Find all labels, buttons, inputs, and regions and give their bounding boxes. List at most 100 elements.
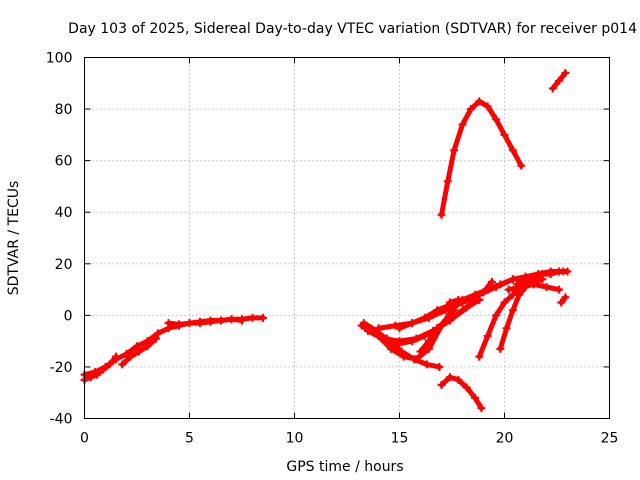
data-point <box>500 298 509 307</box>
data-point <box>563 267 572 276</box>
data-point <box>441 316 450 325</box>
data-point <box>416 347 425 356</box>
data-point <box>364 326 372 335</box>
data-point <box>504 285 513 294</box>
data-point <box>378 334 387 343</box>
data-point <box>424 344 433 353</box>
series-arc-13 <box>416 306 459 356</box>
data-point <box>515 290 524 299</box>
data-point <box>122 350 131 359</box>
data-point <box>557 298 566 307</box>
data-point <box>126 352 135 361</box>
data-point <box>471 393 480 402</box>
grid <box>84 57 610 419</box>
data-point <box>154 329 162 338</box>
data-point <box>118 360 127 369</box>
series-arc-14 <box>445 277 496 307</box>
data-point <box>561 293 570 302</box>
series-arc-19 <box>557 293 570 307</box>
data-point <box>492 311 501 320</box>
data-point <box>462 383 471 392</box>
plot-frame <box>84 57 610 419</box>
series-arc-17 <box>513 267 572 289</box>
data-point <box>395 337 404 346</box>
data-point <box>433 324 442 333</box>
data-point <box>483 102 492 111</box>
y-tick-label: 100 <box>46 51 73 67</box>
data-point <box>422 360 431 369</box>
series-arc-6 <box>548 68 570 93</box>
series-arc-5 <box>437 97 526 219</box>
data-point <box>502 324 511 333</box>
data-point <box>508 306 517 315</box>
data-point <box>462 295 471 304</box>
data-point <box>555 285 564 294</box>
data-point <box>471 293 480 302</box>
data-point <box>143 342 152 351</box>
y-tick-label: -40 <box>50 412 73 428</box>
data-point <box>496 280 505 289</box>
data-point <box>454 295 463 304</box>
data-point <box>397 347 406 356</box>
data-point <box>133 342 141 351</box>
data-point <box>227 315 236 324</box>
data-point <box>93 370 102 379</box>
series-arc-20 <box>437 373 486 413</box>
series-arc-12 <box>395 275 517 333</box>
data-point <box>359 319 368 328</box>
data-point <box>521 275 530 284</box>
data-point <box>555 267 564 276</box>
data-point <box>466 105 475 114</box>
data-point <box>454 375 463 384</box>
data-point <box>151 334 160 343</box>
data-point <box>424 337 433 346</box>
data-point <box>420 313 429 322</box>
data-point <box>458 120 467 129</box>
data-point <box>548 84 557 93</box>
data-point <box>164 319 173 328</box>
data-point <box>508 146 517 155</box>
data-point <box>259 313 267 322</box>
data-point <box>374 324 383 333</box>
data-point <box>500 130 509 139</box>
data-point <box>99 365 108 374</box>
data-point <box>529 280 538 289</box>
data-point <box>86 373 95 382</box>
data-point <box>105 360 114 369</box>
data-point <box>450 306 459 315</box>
data-point <box>408 319 417 328</box>
x-tick-label: 5 <box>185 431 194 447</box>
data-point <box>238 316 246 325</box>
y-tick-label: 40 <box>55 205 73 221</box>
data-point <box>395 324 404 333</box>
x-tick-label: 10 <box>286 431 304 447</box>
data-point <box>135 347 144 356</box>
series-arc-2 <box>80 352 120 384</box>
data-point <box>435 362 444 371</box>
data-point <box>412 334 421 343</box>
data-point <box>479 288 488 297</box>
data-point <box>185 319 194 328</box>
y-tick-label: -20 <box>50 360 73 376</box>
data-point <box>175 320 183 329</box>
data-point <box>477 404 486 413</box>
data-point <box>492 115 501 124</box>
data-point <box>462 303 471 312</box>
x-tick-label: 15 <box>391 431 409 447</box>
data-point <box>517 161 526 170</box>
data-point <box>391 321 400 330</box>
data-point <box>443 177 452 186</box>
data-point <box>487 277 496 286</box>
data-point <box>475 352 484 361</box>
x-tick-label: 20 <box>496 431 514 447</box>
x-tick-label: 0 <box>80 431 89 447</box>
series-line <box>439 374 484 411</box>
series-arc-10 <box>364 295 484 346</box>
data-point <box>517 282 526 291</box>
data-point <box>410 355 419 364</box>
x-tick-label: 25 <box>601 431 619 447</box>
data-point <box>529 272 538 281</box>
data-point <box>483 331 492 340</box>
data-point <box>445 298 454 307</box>
data-point <box>555 76 564 85</box>
